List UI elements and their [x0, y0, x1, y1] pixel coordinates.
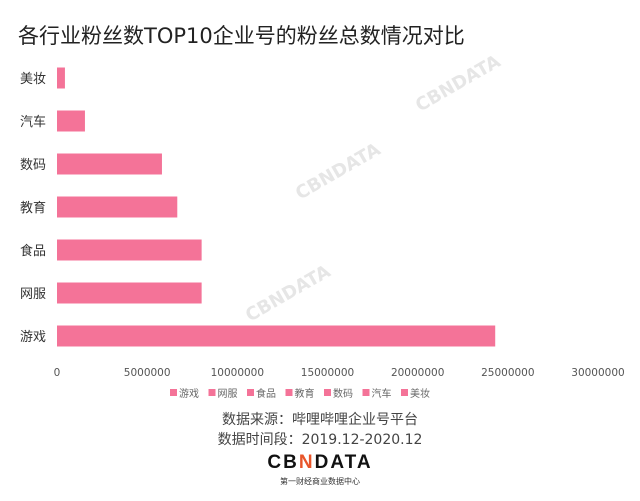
category-label: 教育 — [20, 200, 46, 216]
bar-美妆 — [57, 67, 65, 89]
bar-教育 — [57, 196, 178, 218]
legend-swatch — [285, 389, 293, 396]
watermark: CBNDATA — [242, 261, 334, 326]
x-tick-label: 10000000 — [211, 367, 264, 379]
bar-游戏 — [57, 325, 496, 347]
bar-数码 — [57, 153, 162, 175]
category-label: 美妆 — [20, 72, 46, 87]
chart-title: 各行业粉丝数TOP10企业号的粉丝总数情况对比 — [18, 24, 465, 48]
legend-label: 教育 — [295, 387, 315, 400]
legend-label: 网服 — [218, 388, 238, 400]
watermark: CBNDATA — [412, 51, 504, 116]
x-tick-label: 0 — [54, 367, 61, 379]
legend-label: 美妆 — [410, 387, 430, 400]
bar-汽车 — [57, 110, 85, 132]
x-tick-label: 25000000 — [481, 367, 534, 379]
watermark: CBNDATA — [292, 139, 384, 204]
bar-食品 — [57, 239, 202, 261]
period-note: 数据时间段：2019.12-2020.12 — [217, 432, 423, 448]
category-label: 食品 — [20, 243, 46, 259]
legend-label: 汽车 — [372, 387, 392, 400]
legend-swatch — [401, 389, 408, 396]
x-tick-label: 5000000 — [124, 367, 171, 379]
category-label: 网服 — [20, 287, 46, 302]
x-tick-label: 15000000 — [301, 367, 354, 379]
x-tick-label: 30000000 — [571, 367, 624, 379]
logo-subtitle: 第一财经商业数据中心 — [280, 477, 360, 486]
legend-label: 游戏 — [179, 387, 199, 400]
category-label: 游戏 — [20, 330, 46, 345]
source-note: 数据来源：哔哩哔哩企业号平台 — [222, 412, 418, 428]
category-label: 汽车 — [20, 114, 46, 130]
category-label: 数码 — [20, 158, 46, 173]
legend-swatch — [324, 389, 331, 396]
legend-swatch — [247, 389, 254, 396]
bar-网服 — [57, 282, 202, 304]
x-tick-label: 20000000 — [391, 367, 444, 379]
cbndata-logo: CBNDATA — [267, 452, 373, 473]
legend-swatch — [208, 389, 216, 396]
legend-swatch — [170, 389, 177, 396]
legend-label: 食品 — [256, 387, 276, 400]
legend-swatch — [362, 389, 370, 396]
legend-label: 数码 — [333, 387, 353, 400]
